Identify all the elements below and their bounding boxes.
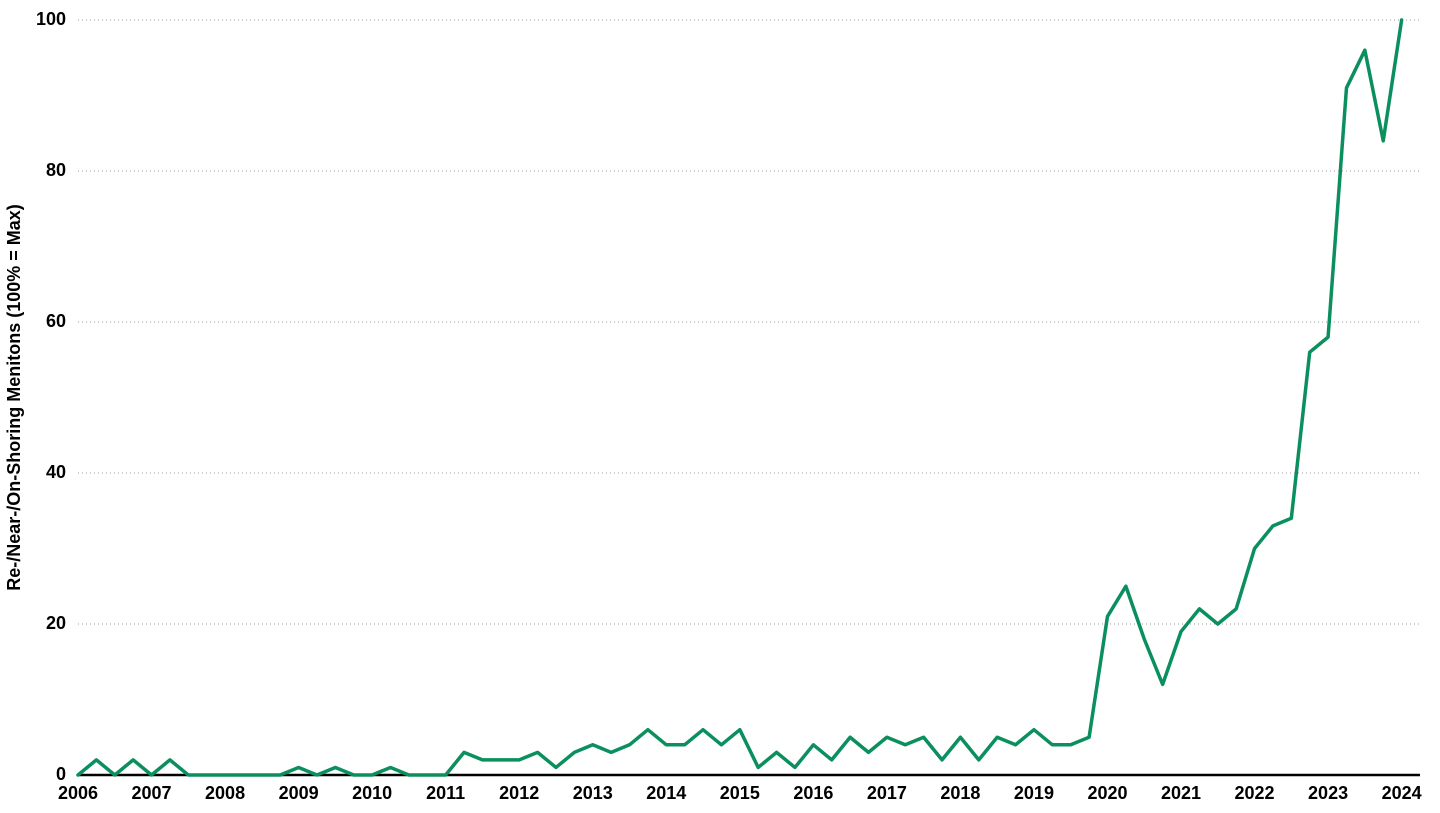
y-tick-label: 0 <box>56 764 66 784</box>
x-tick-label: 2011 <box>426 783 465 803</box>
x-tick-label: 2017 <box>867 783 907 803</box>
x-tick-label: 2021 <box>1161 783 1201 803</box>
x-tick-label: 2022 <box>1235 783 1275 803</box>
x-tick-label: 2013 <box>573 783 613 803</box>
line-chart: 0 20 40 60 80 100 2006 2007 2008 2009 2010 2011 2012… <box>0 0 1440 813</box>
x-tick-label: 2014 <box>646 783 686 803</box>
x-tick-label: 2010 <box>352 783 392 803</box>
chart-svg: 0 20 40 60 80 100 2006 2007 2008 2009 2010 2011 2012… <box>0 0 1440 813</box>
y-tick-label: 40 <box>46 462 66 482</box>
x-tick-label: 2012 <box>499 783 539 803</box>
x-tick-label: 2023 <box>1308 783 1348 803</box>
x-tick-label: 2016 <box>793 783 833 803</box>
y-axis-title: Re-/Near-/On-Shoring Menitons (100% = Ma… <box>4 204 24 591</box>
x-tick-label: 2020 <box>1087 783 1127 803</box>
x-tick-label: 2024 <box>1382 783 1422 803</box>
y-tick-label: 100 <box>36 9 66 29</box>
x-tick-label: 2019 <box>1014 783 1054 803</box>
x-tick-label: 2007 <box>132 783 172 803</box>
y-tick-label: 80 <box>46 160 66 180</box>
x-tick-label: 2015 <box>720 783 760 803</box>
series-line-mentions <box>78 20 1402 775</box>
x-tick-label: 2008 <box>205 783 245 803</box>
x-tick-label: 2009 <box>279 783 319 803</box>
x-tick-label: 2018 <box>940 783 980 803</box>
x-tick-label: 2006 <box>58 783 98 803</box>
y-tick-label: 20 <box>46 613 66 633</box>
y-tick-label: 60 <box>46 311 66 331</box>
